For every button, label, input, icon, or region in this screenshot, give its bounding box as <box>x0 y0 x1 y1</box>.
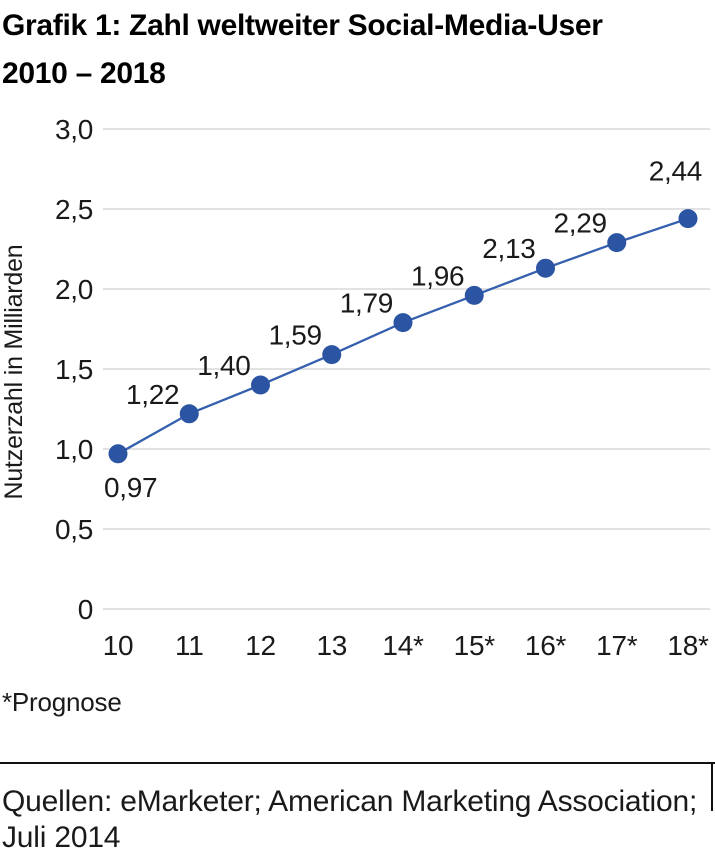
y-axis-tick-labels: 3,0 2,5 2,0 1,5 1,0 0,5 0 <box>55 114 93 625</box>
svg-text:14*: 14* <box>382 630 424 661</box>
line-chart: 3,0 2,5 2,0 1,5 1,0 0,5 0 Nutzerzahl in Milliar… <box>0 114 710 661</box>
data-points <box>108 209 698 464</box>
svg-text:16*: 16* <box>525 630 567 661</box>
data-point <box>108 444 128 464</box>
data-point <box>607 233 627 253</box>
svg-text:2,0: 2,0 <box>55 274 93 305</box>
data-value-label: 1,79 <box>340 288 393 319</box>
svg-text:2,5: 2,5 <box>55 194 93 225</box>
svg-text:12: 12 <box>245 630 276 661</box>
svg-text:10: 10 <box>103 630 134 661</box>
source-caption: Quellen: eMarketer; American Marketing A… <box>0 762 715 860</box>
data-value-label: 1,59 <box>268 320 321 351</box>
svg-text:Nutzerzahl in Milliarden: Nutzerzahl in Milliarden <box>0 244 28 499</box>
svg-text:1,5: 1,5 <box>55 354 93 385</box>
data-point <box>464 285 484 305</box>
source-box-right-border <box>711 762 713 811</box>
data-value-labels: 0,97 1,22 1,40 1,59 1,79 1,96 2,13 2,29 2,44 <box>104 156 702 503</box>
svg-text:17*: 17* <box>596 630 638 661</box>
data-point <box>678 209 698 229</box>
svg-text:11: 11 <box>175 630 203 661</box>
data-series-line <box>117 217 689 455</box>
data-point <box>179 404 199 424</box>
data-value-label: 2,44 <box>649 156 702 187</box>
svg-text:18*: 18* <box>667 630 709 661</box>
svg-text:0: 0 <box>78 594 93 625</box>
x-axis-tick-labels: 10 11 12 13 14* 15* 16* 17* 18* <box>103 630 710 661</box>
data-value-label: 1,22 <box>126 379 179 410</box>
svg-text:15*: 15* <box>454 630 496 661</box>
chart-title-line-2: 2010 – 2018 <box>2 57 166 90</box>
svg-text:0,5: 0,5 <box>55 514 93 545</box>
svg-text:3,0: 3,0 <box>55 114 93 145</box>
data-value-label: 1,96 <box>411 260 464 291</box>
svg-text:1,0: 1,0 <box>55 434 93 465</box>
data-point <box>322 345 342 365</box>
data-point <box>536 258 555 278</box>
chart-title: Grafik 1: Zahl weltweiter Social-Media-U… <box>2 2 713 98</box>
data-value-label: 2,13 <box>482 233 535 264</box>
chart-title-line-1: Grafik 1: Zahl weltweiter Social-Media-U… <box>2 9 603 42</box>
data-value-label: 1,40 <box>197 350 250 381</box>
data-value-label: 2,29 <box>553 208 606 239</box>
y-axis-title: Nutzerzahl in Milliarden <box>0 244 28 499</box>
svg-text:13: 13 <box>316 630 347 661</box>
data-point <box>393 313 413 333</box>
footnote: *Prognose <box>2 687 122 717</box>
data-point <box>251 375 270 395</box>
data-value-label: 0,97 <box>104 472 157 503</box>
gridlines <box>103 128 710 610</box>
